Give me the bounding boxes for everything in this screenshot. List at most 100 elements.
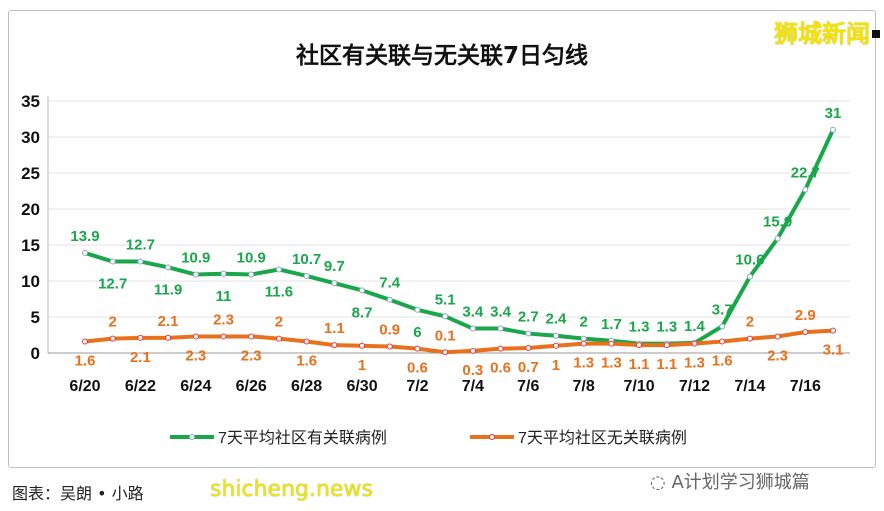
y-tick-label: 35 xyxy=(21,92,40,111)
data-point xyxy=(275,335,282,342)
data-label: 12.7 xyxy=(98,276,127,293)
wechat-name: A计划学习狮城篇 xyxy=(671,472,810,493)
y-tick-label: 25 xyxy=(21,164,40,183)
data-label: 6 xyxy=(413,324,421,341)
data-point xyxy=(386,343,393,350)
data-label: 7.4 xyxy=(379,275,401,292)
data-point xyxy=(525,330,532,337)
data-point xyxy=(331,342,338,349)
data-point xyxy=(719,338,726,345)
data-point xyxy=(497,345,504,352)
data-label: 11 xyxy=(216,288,232,305)
brand-logo: 狮城新闻 xyxy=(774,20,870,48)
data-point xyxy=(220,333,227,340)
data-point xyxy=(580,340,587,347)
data-point xyxy=(303,272,310,279)
data-label: 1.6 xyxy=(712,352,733,369)
data-label: 31 xyxy=(825,105,842,122)
data-label: 2 xyxy=(109,314,117,331)
data-point xyxy=(275,266,282,273)
data-label: 1.6 xyxy=(75,352,96,369)
data-label: 3.1 xyxy=(823,342,844,359)
data-label: 2 xyxy=(746,314,754,331)
data-point xyxy=(192,271,199,278)
data-label: 1.6 xyxy=(296,352,317,369)
y-tick-label: 10 xyxy=(21,272,40,291)
data-label: 8.7 xyxy=(352,304,373,321)
data-label: 0.6 xyxy=(490,360,511,377)
data-label: 22.7 xyxy=(791,165,820,182)
data-label: 3.4 xyxy=(462,304,484,321)
data-label: 1.1 xyxy=(656,356,677,373)
data-point xyxy=(691,340,698,347)
x-tick-label: 7/16 xyxy=(790,378,821,395)
data-label: 1.1 xyxy=(324,320,345,337)
data-label: 1.7 xyxy=(601,316,622,333)
x-tick-label: 7/4 xyxy=(462,378,484,395)
data-label: 1 xyxy=(552,357,560,374)
data-point xyxy=(552,342,559,349)
data-point xyxy=(192,333,199,340)
data-label: 13.9 xyxy=(70,228,99,245)
data-point xyxy=(165,334,172,341)
data-label: 2 xyxy=(275,314,283,331)
y-tick-label: 5 xyxy=(31,308,40,327)
chart-frame xyxy=(8,10,876,468)
data-point xyxy=(303,338,310,345)
data-label: 3.7 xyxy=(712,301,733,318)
legend-marker xyxy=(489,434,495,440)
data-point xyxy=(469,325,476,332)
data-label: 0.3 xyxy=(462,362,483,379)
x-tick-label: 7/10 xyxy=(624,378,655,395)
y-tick-label: 0 xyxy=(31,344,40,363)
data-point xyxy=(802,329,809,336)
data-label: 2.1 xyxy=(158,313,179,330)
data-point xyxy=(663,342,670,349)
data-label: 9.7 xyxy=(324,258,345,275)
data-label: 2.7 xyxy=(518,309,539,326)
data-point xyxy=(830,327,836,334)
data-point xyxy=(109,335,116,342)
data-label: 10.9 xyxy=(237,250,266,267)
wechat-account: ◌ A计划学习狮城篇 xyxy=(650,468,810,494)
data-label: 12.7 xyxy=(126,237,155,254)
data-label: 10.7 xyxy=(292,251,321,268)
data-label: 11.6 xyxy=(265,283,293,300)
data-label: 0.7 xyxy=(518,359,539,376)
data-label: 1.1 xyxy=(629,356,650,373)
data-label: 15.9 xyxy=(763,214,792,231)
data-point xyxy=(636,342,643,349)
x-tick-label: 6/20 xyxy=(69,378,100,395)
chart-title: 社区有关联与无关联7日匀线 xyxy=(295,43,588,69)
data-point xyxy=(469,347,476,354)
data-label: 2.3 xyxy=(185,347,206,364)
caption: 图表：吴朗 • 小路 xyxy=(12,484,144,503)
brand-dot xyxy=(872,30,880,38)
x-tick-label: 6/24 xyxy=(180,378,211,395)
data-label: 1.3 xyxy=(684,355,705,372)
data-point xyxy=(137,334,144,341)
x-tick-label: 6/30 xyxy=(346,378,377,395)
data-label: 1.3 xyxy=(601,355,622,372)
y-tick-label: 20 xyxy=(21,200,40,219)
data-point xyxy=(774,333,781,340)
data-point xyxy=(830,126,836,133)
x-tick-label: 6/28 xyxy=(291,378,322,395)
data-point xyxy=(608,340,615,347)
data-label: 2.3 xyxy=(767,347,788,364)
data-label: 1.3 xyxy=(629,319,650,336)
data-label: 0.1 xyxy=(435,327,456,344)
data-point xyxy=(359,287,366,294)
data-point xyxy=(525,344,532,351)
data-label: 10.9 xyxy=(181,250,210,267)
data-point xyxy=(137,258,144,265)
data-label: 2 xyxy=(579,314,587,331)
data-label: 5.1 xyxy=(435,291,456,308)
data-label: 1 xyxy=(358,357,366,374)
data-point xyxy=(331,280,338,287)
legend-label: 7天平均社区有关联病例 xyxy=(218,429,387,447)
data-label: 2.4 xyxy=(546,311,568,328)
data-label: 1.3 xyxy=(656,319,677,336)
data-point xyxy=(580,335,587,342)
